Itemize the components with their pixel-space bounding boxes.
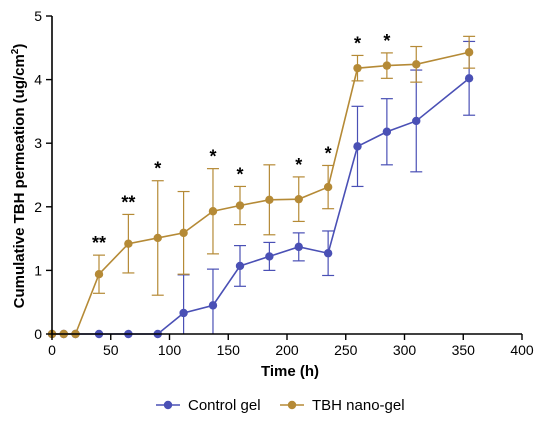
y-axis-title-tail: ) [11, 44, 28, 49]
control-gel-point [382, 127, 392, 136]
x-tick-label: 150 [217, 342, 241, 358]
control-gel-legend-marker [163, 400, 173, 410]
tbh-nano-gel-point [179, 228, 188, 238]
control-gel-point [353, 142, 362, 151]
control-gel-point [412, 116, 421, 126]
data-points [47, 48, 474, 339]
control-gel-legend-label: Control gel [188, 397, 261, 414]
tbh-nano-gel-point [94, 270, 104, 279]
x-tick-label: 250 [334, 342, 358, 358]
significance-marker: * [325, 143, 332, 163]
control-gel-line [52, 77, 470, 335]
significance-marker: * [383, 31, 390, 51]
significance-marker: ** [121, 192, 135, 212]
y-tick-label: 1 [34, 262, 42, 278]
tbh-nano-gel-point [464, 48, 474, 57]
control-gel-point [265, 252, 274, 261]
x-tick-label: 100 [158, 342, 182, 358]
x-tick-label: 0 [48, 342, 56, 358]
tbh-nano-gel-point [153, 233, 162, 243]
y-axis-title-main: Cumulative TBH permeation (ug/cm [11, 54, 28, 308]
tbh-nano-gel-point [382, 61, 392, 70]
significance-marker: * [154, 159, 161, 179]
y-tick-label: 4 [34, 72, 42, 88]
significance-annotations: ******* *** * [92, 31, 390, 253]
y-axis-title: Cumulative TBH permeation (ug/cm2) [10, 44, 28, 309]
error-bars [93, 35, 476, 334]
control-gel-point [294, 242, 303, 252]
tbh-nano-gel-point [294, 194, 303, 204]
tbh-nano-gel-point [124, 239, 133, 248]
tbh-nano-gel-line [52, 51, 470, 335]
control-gel-point [235, 261, 245, 271]
x-tick-label: 400 [510, 342, 534, 358]
tbh-nano-gel-legend-marker [287, 400, 297, 410]
x-tick-label: 200 [275, 342, 299, 358]
axes: 0 50 100 150 200 250 300 350 400 0 1 2 3 4 5 [34, 8, 534, 358]
y-tick-label: 2 [34, 199, 42, 215]
tbh-nano-gel-point [412, 60, 421, 69]
significance-marker: * [354, 33, 361, 53]
x-axis-title: Time (h) [261, 363, 319, 380]
control-gel-point [208, 301, 218, 310]
significance-marker: ** [92, 233, 106, 253]
tbh-nano-gel-point [323, 182, 333, 192]
significance-marker: * [209, 147, 216, 167]
tbh-nano-gel-point [208, 207, 218, 216]
significance-marker: * [236, 164, 243, 184]
series-lines [52, 51, 470, 335]
y-tick-label: 3 [34, 135, 42, 151]
tbh-nano-gel-point [353, 63, 362, 73]
x-tick-label: 50 [103, 342, 119, 358]
x-tick-label: 300 [393, 342, 417, 358]
y-tick-label: 5 [34, 8, 42, 24]
control-gel-point [179, 308, 188, 318]
control-gel-point [464, 74, 474, 83]
x-tick-label: 350 [452, 342, 476, 358]
tbh-nano-gel-legend-label: TBH nano-gel [312, 397, 405, 414]
tbh-nano-gel-point [235, 201, 245, 210]
y-axis-title-sup: 2 [10, 48, 21, 54]
tbh-nano-gel-point [265, 195, 274, 205]
y-tick-label: 0 [34, 326, 42, 342]
control-gel-point [323, 249, 333, 258]
legend: Control gel TBH nano-gel [156, 397, 405, 414]
significance-marker: * [295, 155, 302, 175]
